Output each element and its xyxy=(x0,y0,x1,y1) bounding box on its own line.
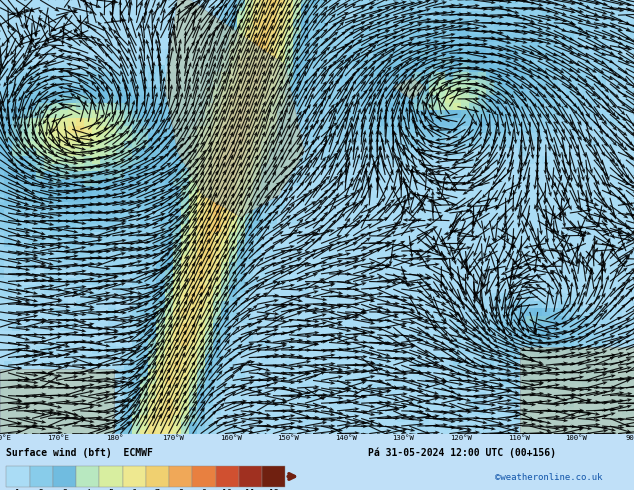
Text: 100°W: 100°W xyxy=(566,435,587,441)
Text: 170°W: 170°W xyxy=(162,435,184,441)
Bar xyxy=(169,466,192,487)
Polygon shape xyxy=(393,78,425,100)
Bar xyxy=(239,466,262,487)
Bar xyxy=(262,466,285,487)
Text: Pá 31-05-2024 12:00 UTC (00+156): Pá 31-05-2024 12:00 UTC (00+156) xyxy=(368,448,556,458)
Bar xyxy=(216,466,239,487)
Bar xyxy=(192,466,216,487)
Text: 110°W: 110°W xyxy=(508,435,529,441)
Bar xyxy=(53,466,76,487)
Text: 180°E: 180°E xyxy=(0,435,11,441)
Bar xyxy=(100,466,122,487)
Text: 180°: 180° xyxy=(107,435,124,441)
Polygon shape xyxy=(520,347,634,434)
Polygon shape xyxy=(165,0,304,217)
Text: Surface wind (bft)  ECMWF: Surface wind (bft) ECMWF xyxy=(6,448,153,458)
Text: ©weatheronline.co.uk: ©weatheronline.co.uk xyxy=(495,472,602,482)
Bar xyxy=(122,466,146,487)
Bar xyxy=(76,466,100,487)
Text: 160°W: 160°W xyxy=(219,435,242,441)
Text: 130°W: 130°W xyxy=(392,435,415,441)
Text: 170°E: 170°E xyxy=(47,435,68,441)
Text: 120°W: 120°W xyxy=(450,435,472,441)
Polygon shape xyxy=(0,368,114,434)
Bar xyxy=(6,466,30,487)
Bar xyxy=(146,466,169,487)
Bar xyxy=(30,466,53,487)
Text: 90°W: 90°W xyxy=(625,435,634,441)
Text: 150°W: 150°W xyxy=(277,435,299,441)
Text: 140°W: 140°W xyxy=(335,435,357,441)
